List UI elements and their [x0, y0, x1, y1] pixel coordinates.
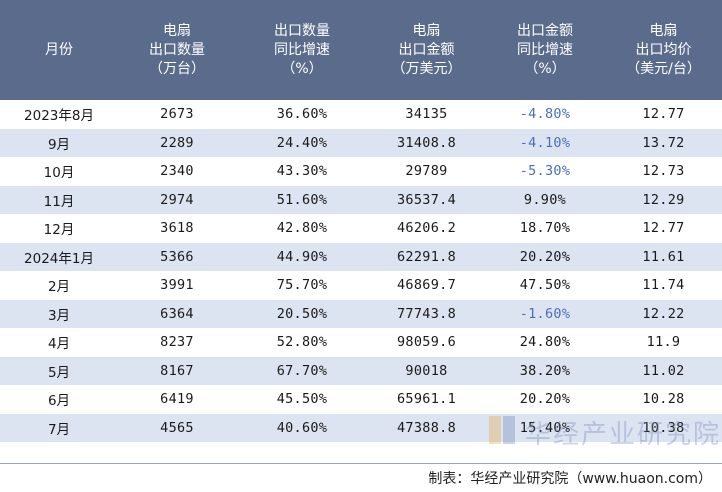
cell-month: 12月	[0, 214, 118, 243]
footer: 制表：华经产业研究院（www.huaon.com）	[0, 463, 722, 492]
cell-qty-growth: 36.60%	[236, 100, 368, 129]
cell-export-value: 46869.7	[368, 271, 485, 300]
cell-qty-growth: 52.80%	[236, 328, 368, 357]
cell-avg-price: 11.9	[605, 328, 722, 357]
cell-avg-price: 12.77	[605, 100, 722, 129]
header-month: 月份	[0, 0, 118, 100]
cell-export-value: 34135	[368, 100, 485, 129]
cell-value-growth: 38.20%	[485, 356, 605, 385]
cell-export-qty: 8237	[118, 328, 236, 357]
cell-avg-price: 11.74	[605, 271, 722, 300]
cell-month: 2月	[0, 271, 118, 300]
cell-month: 5月	[0, 356, 118, 385]
cell-avg-price: 11.02	[605, 356, 722, 385]
cell-export-value: 36537.4	[368, 185, 485, 214]
table-row: 2月 3991 75.70% 46869.7 47.50% 11.74	[0, 271, 722, 300]
cell-export-value: 98059.6	[368, 328, 485, 357]
table-row: 11月 2974 51.60% 36537.4 9.90% 12.29	[0, 185, 722, 214]
cell-qty-growth: 44.90%	[236, 242, 368, 271]
table-row: 2024年1月 5366 44.90% 62291.8 20.20% 11.61	[0, 242, 722, 271]
cell-export-qty: 8167	[118, 356, 236, 385]
header-export-value: 电扇 出口金额 （万美元）	[368, 0, 485, 100]
cell-value-growth: 20.20%	[485, 242, 605, 271]
cell-avg-price: 10.28	[605, 385, 722, 414]
table-row: 4月 8237 52.80% 98059.6 24.80% 11.9	[0, 328, 722, 357]
cell-value-growth: -5.30%	[485, 157, 605, 186]
table-row: 5月 8167 67.70% 90018 38.20% 11.02	[0, 356, 722, 385]
cell-month: 2023年8月	[0, 100, 118, 129]
cell-month: 7月	[0, 413, 118, 442]
cell-month: 9月	[0, 128, 118, 157]
cell-value-growth: 47.50%	[485, 271, 605, 300]
cell-export-qty: 2974	[118, 185, 236, 214]
cell-qty-growth: 20.50%	[236, 299, 368, 328]
cell-month: 3月	[0, 299, 118, 328]
cell-month: 4月	[0, 328, 118, 357]
cell-qty-growth: 45.50%	[236, 385, 368, 414]
cell-month: 6月	[0, 385, 118, 414]
cell-qty-growth: 75.70%	[236, 271, 368, 300]
cell-value-growth: 20.20%	[485, 385, 605, 414]
header-value-growth: 出口金额 同比增速 （%）	[485, 0, 605, 100]
cell-export-value: 90018	[368, 356, 485, 385]
cell-export-value: 65961.1	[368, 385, 485, 414]
cell-qty-growth: 43.30%	[236, 157, 368, 186]
cell-value-growth: -4.10%	[485, 128, 605, 157]
cell-value-growth: 18.70%	[485, 214, 605, 243]
table-row: 2023年8月 2673 36.60% 34135 -4.80% 12.77	[0, 100, 722, 129]
cell-value-growth: -4.80%	[485, 100, 605, 129]
cell-export-value: 31408.8	[368, 128, 485, 157]
cell-avg-price: 12.22	[605, 299, 722, 328]
cell-qty-growth: 24.40%	[236, 128, 368, 157]
cell-export-qty: 5366	[118, 242, 236, 271]
cell-qty-growth: 42.80%	[236, 214, 368, 243]
cell-value-growth: 15.40%	[485, 413, 605, 442]
cell-export-qty: 2289	[118, 128, 236, 157]
cell-export-value: 62291.8	[368, 242, 485, 271]
cell-export-value: 77743.8	[368, 299, 485, 328]
cell-qty-growth: 67.70%	[236, 356, 368, 385]
cell-avg-price: 12.29	[605, 185, 722, 214]
cell-export-qty: 6364	[118, 299, 236, 328]
header-export-qty: 电扇 出口数量 （万台）	[118, 0, 236, 100]
cell-month: 2024年1月	[0, 242, 118, 271]
cell-avg-price: 12.73	[605, 157, 722, 186]
cell-avg-price: 13.72	[605, 128, 722, 157]
cell-export-qty: 2340	[118, 157, 236, 186]
cell-month: 11月	[0, 185, 118, 214]
cell-export-value: 47388.8	[368, 413, 485, 442]
data-table: 月份 电扇 出口数量 （万台） 出口数量 同比增速 （%） 电扇 出口金额 （万…	[0, 0, 722, 442]
cell-avg-price: 11.61	[605, 242, 722, 271]
table-row: 7月 4565 40.60% 47388.8 15.40% 10.38	[0, 413, 722, 442]
cell-qty-growth: 51.60%	[236, 185, 368, 214]
cell-value-growth: 24.80%	[485, 328, 605, 357]
cell-avg-price: 10.38	[605, 413, 722, 442]
header-qty-growth: 出口数量 同比增速 （%）	[236, 0, 368, 100]
cell-export-qty: 4565	[118, 413, 236, 442]
header-row: 月份 电扇 出口数量 （万台） 出口数量 同比增速 （%） 电扇 出口金额 （万…	[0, 0, 722, 100]
table-row: 3月 6364 20.50% 77743.8 -1.60% 12.22	[0, 299, 722, 328]
table-row: 9月 2289 24.40% 31408.8 -4.10% 13.72	[0, 128, 722, 157]
cell-export-value: 29789	[368, 157, 485, 186]
cell-value-growth: -1.60%	[485, 299, 605, 328]
source-note: 制表：华经产业研究院（www.huaon.com）	[428, 471, 712, 487]
header-avg-price: 电扇 出口均价 （美元/台）	[605, 0, 722, 100]
cell-month: 10月	[0, 157, 118, 186]
table-row: 12月 3618 42.80% 46206.2 18.70% 12.77	[0, 214, 722, 243]
cell-qty-growth: 40.60%	[236, 413, 368, 442]
table-row: 10月 2340 43.30% 29789 -5.30% 12.73	[0, 157, 722, 186]
cell-export-qty: 3991	[118, 271, 236, 300]
table-row: 6月 6419 45.50% 65961.1 20.20% 10.28	[0, 385, 722, 414]
cell-avg-price: 12.77	[605, 214, 722, 243]
cell-export-value: 46206.2	[368, 214, 485, 243]
cell-export-qty: 6419	[118, 385, 236, 414]
cell-value-growth: 9.90%	[485, 185, 605, 214]
cell-export-qty: 3618	[118, 214, 236, 243]
cell-export-qty: 2673	[118, 100, 236, 129]
